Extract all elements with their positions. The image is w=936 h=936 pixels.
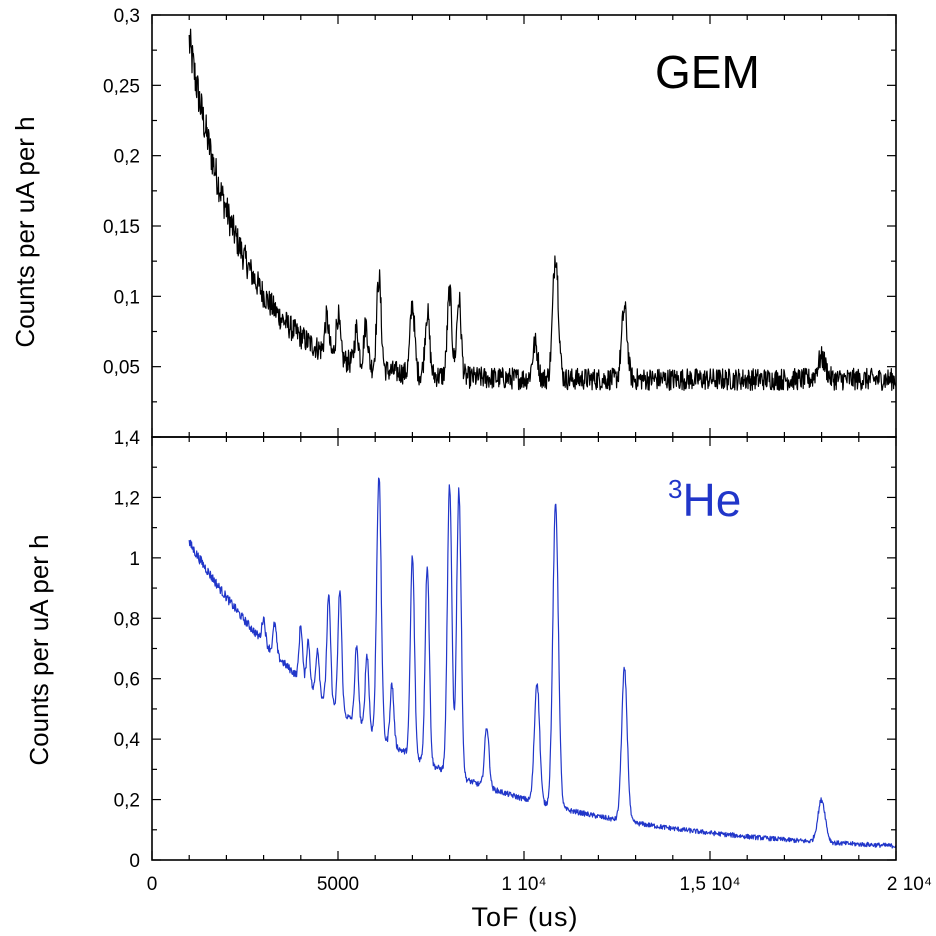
he3-annotation: 3He	[668, 474, 741, 526]
he3-y-tick-label: 0,8	[114, 609, 140, 630]
he3-y-tick-label: 0	[129, 851, 140, 872]
x-axis-label: ToF (us)	[471, 902, 578, 932]
x-tick-label: 1 10⁴	[501, 874, 546, 895]
gem-y-tick-label: 0,05	[103, 358, 140, 379]
gem-y-tick-label: 0,25	[103, 76, 140, 97]
he3-axis-ticks: 0 0,2 0,4 0,6 0,8 1 1,2 0 5000 1 10⁴ 1,5 10⁴ 2 10⁴	[114, 437, 932, 895]
gem-series-line	[188, 28, 897, 391]
he3-y-tick-label: 1,2	[114, 488, 140, 509]
gem-y-tick-label: 0,1	[114, 287, 140, 308]
he3-y-tick-label: 0,6	[114, 670, 140, 691]
gem-y-axis-label: Counts per uA per h	[10, 116, 40, 347]
he3-y-tick-label: 1	[129, 549, 140, 570]
gem-y-tick-label: 0,3	[114, 6, 140, 27]
he3-annotation-text: He	[682, 474, 741, 526]
x-tick-label: 0	[147, 874, 158, 895]
he3-panel: 00,20,40,60,811,20 5000 1 10⁴ 1,5 10⁴ 2 10⁴ …	[24, 436, 932, 932]
he3-axes-frame	[151, 436, 897, 861]
he3-y-axis-label: Counts per uA per h	[24, 534, 54, 765]
gem-y-ticks: 1,4 0,05 0,1 0,15 0,2 0,25 0,3	[103, 6, 897, 449]
gem-y-tick-label: 1,4	[114, 428, 141, 449]
gem-panel: 1,4 0,05 0,1 0,15 0,2 0,25 0,3 Counts per uA p…	[10, 6, 897, 449]
gem-y-tick-label: 0,2	[114, 147, 140, 168]
he3-annotation-superscript: 3	[668, 474, 682, 504]
he3-series-line	[188, 477, 897, 849]
he3-y-tick-label: 0,2	[114, 791, 140, 812]
x-tick-label: 1,5 10⁴	[680, 874, 741, 895]
he3-y-tick-label: 0,4	[114, 730, 141, 751]
gem-annotation: GEM	[655, 46, 760, 98]
x-tick-label: 5000	[317, 874, 359, 895]
gem-y-tick-label: 0,15	[103, 217, 140, 238]
x-tick-label: 2 10⁴	[887, 874, 932, 895]
